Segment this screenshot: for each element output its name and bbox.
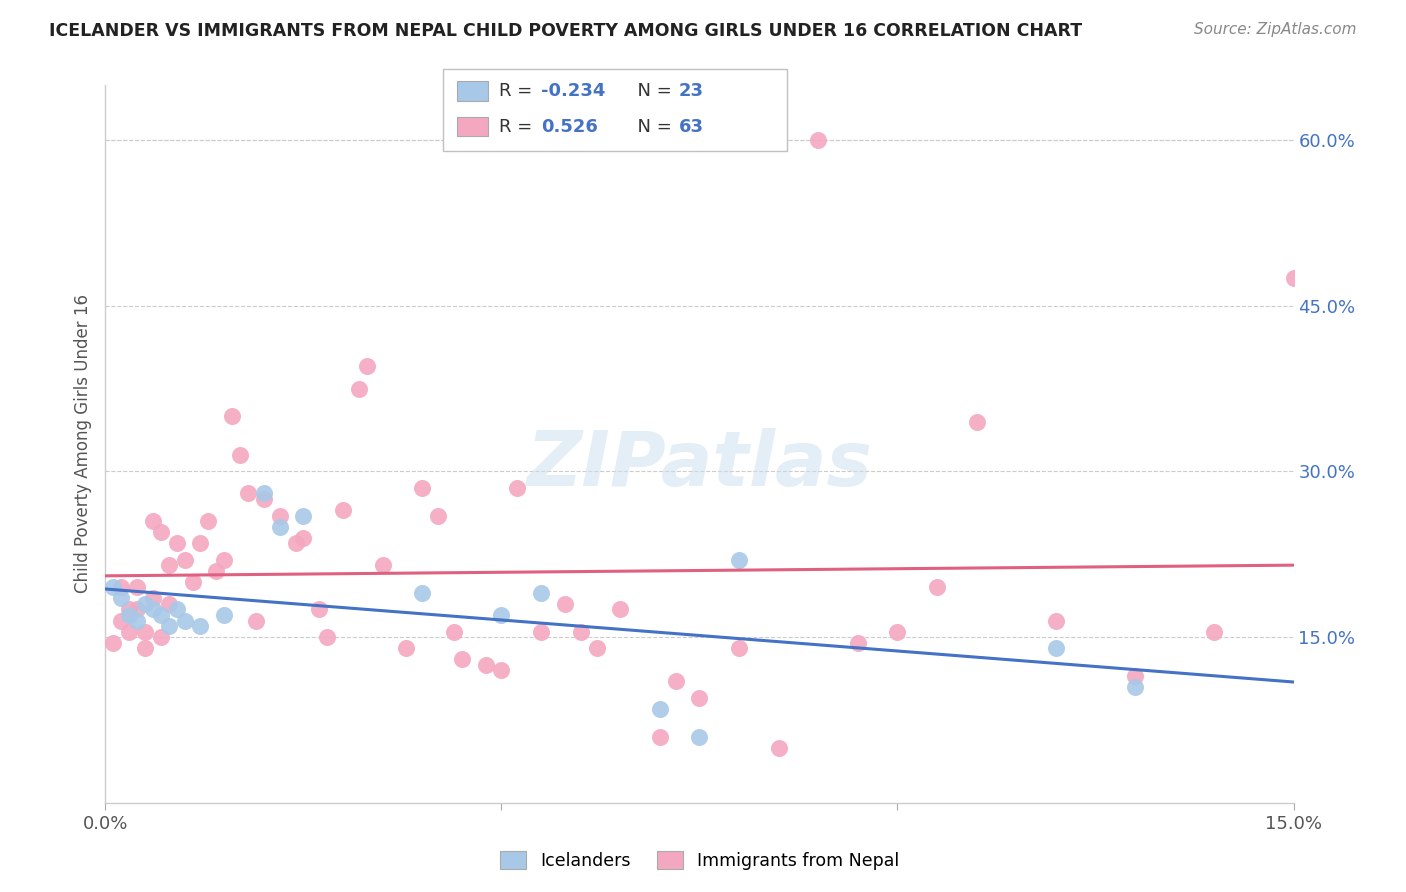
Point [134,624,156,639]
Text: N =: N = [626,82,678,100]
Point [506,481,529,495]
Point [347,382,370,396]
Point [142,514,165,528]
Point [269,508,291,523]
Legend: Icelanders, Immigrants from Nepal: Icelanders, Immigrants from Nepal [501,851,898,870]
Point [190,536,212,550]
Text: ICELANDER VS IMMIGRANTS FROM NEPAL CHILD POVERTY AMONG GIRLS UNDER 16 CORRELATIO: ICELANDER VS IMMIGRANTS FROM NEPAL CHILD… [49,22,1083,40]
Point [236,486,259,500]
Text: Source: ZipAtlas.com: Source: ZipAtlas.com [1194,22,1357,37]
Point [221,409,243,424]
Point [371,558,394,573]
Point [585,641,607,656]
Text: 63: 63 [679,118,704,136]
Point [284,536,307,550]
Point [530,624,553,639]
Point [411,481,433,495]
Text: 23: 23 [679,82,704,100]
Point [269,519,291,533]
Point [554,597,576,611]
Point [648,730,671,744]
Point [149,607,172,622]
Point [1204,624,1226,639]
Point [728,553,751,567]
Text: ZIPatlas: ZIPatlas [526,428,873,502]
Point [214,607,236,622]
Point [157,619,180,633]
Point [411,586,433,600]
Point [118,602,141,616]
Point [768,740,790,755]
Point [689,730,711,744]
Point [308,602,330,616]
Point [103,635,125,649]
Point [166,602,188,616]
Point [569,624,592,639]
Point [173,553,195,567]
Point [142,602,165,616]
Point [530,586,553,600]
Point [149,630,172,644]
Point [689,690,711,705]
Text: R =: R = [499,118,544,136]
Point [474,657,496,672]
Point [134,641,156,656]
Point [166,536,188,550]
Point [292,508,315,523]
Point [1123,669,1146,683]
Point [127,614,149,628]
Point [118,624,141,639]
Point [157,597,180,611]
Point [427,508,450,523]
Point [118,607,141,622]
Point [648,702,671,716]
Point [190,619,212,633]
Point [728,641,751,656]
Point [134,597,156,611]
Point [491,607,513,622]
Text: R =: R = [499,82,538,100]
Point [609,602,631,616]
Point [1045,614,1067,628]
Point [450,652,472,666]
Point [103,581,125,595]
Point [127,602,149,616]
Y-axis label: Child Poverty Among Girls Under 16: Child Poverty Among Girls Under 16 [73,294,91,593]
Point [214,553,236,567]
Point [332,503,354,517]
Point [142,591,165,606]
Point [127,581,149,595]
Point [157,558,180,573]
Point [110,581,132,595]
Point [356,359,378,374]
Point [966,415,988,429]
Point [316,630,339,644]
Point [197,514,219,528]
Point [253,486,276,500]
Point [491,663,513,677]
Point [205,564,228,578]
Text: 0.526: 0.526 [541,118,598,136]
Point [846,635,869,649]
Point [253,491,276,506]
Point [149,525,172,540]
Point [110,591,132,606]
Point [443,624,465,639]
Point [173,614,195,628]
Point [181,574,204,589]
Point [665,674,688,689]
Point [292,531,315,545]
Text: -0.234: -0.234 [541,82,606,100]
Point [925,581,948,595]
Point [886,624,908,639]
Point [1282,271,1305,285]
Point [229,448,252,462]
Point [1123,680,1146,694]
Point [245,614,267,628]
Text: N =: N = [626,118,678,136]
Point [395,641,418,656]
Point [110,614,132,628]
Point [807,133,830,147]
Point [1045,641,1067,656]
